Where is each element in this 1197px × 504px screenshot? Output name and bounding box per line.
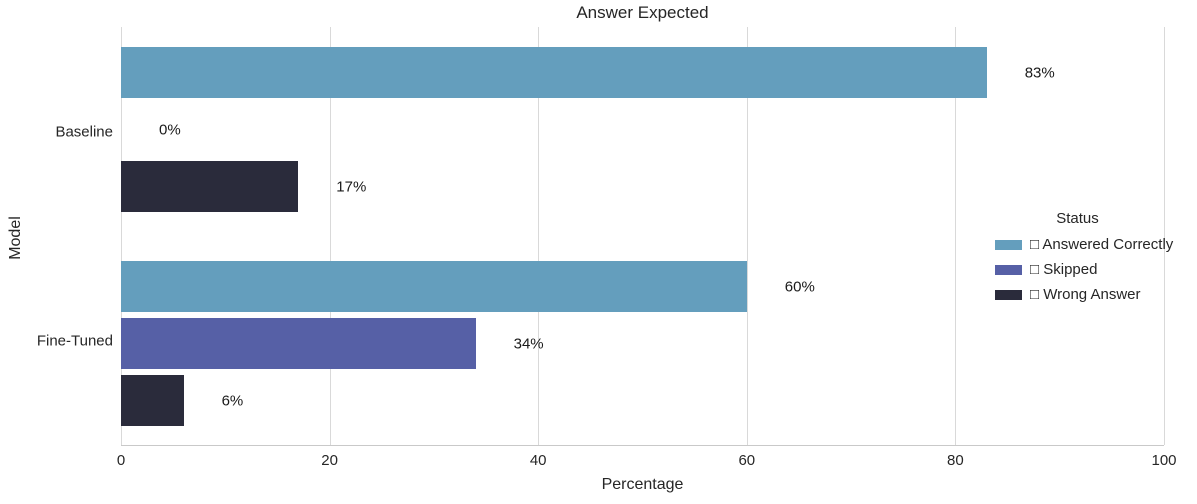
bar-baseline-wrong-answer [121,161,299,212]
bar-value-label-baseline-skipped: 0% [159,121,181,138]
x-tick-label-60: 60 [738,452,756,469]
y-tick-label-fine-tuned: Fine-Tuned [36,332,113,349]
gridline-x-100 [1164,27,1165,445]
gridline-x-80 [955,27,957,445]
x-tick-label-20: 20 [321,452,338,469]
legend-swatch-icon [995,239,1022,250]
plot-area: 83% 0% 17% 60% 34% 6% [121,27,1165,446]
x-axis-label: Percentage [601,476,684,493]
legend: Status □ Answered Correctly □ Skipped □ Wr… [995,209,1173,307]
legend-row-wrong-answer: □ Wrong Answer [995,282,1173,307]
gridline-x-0 [121,27,122,445]
bar-baseline-answered-correctly [121,47,987,98]
legend-swatch-icon [995,289,1022,300]
x-tick-label-0: 0 [116,452,126,469]
bar-fine-tuned-wrong-answer [121,375,184,426]
x-tick-label-40: 40 [529,452,547,469]
x-tick-label-80: 80 [947,452,964,469]
bar-value-label-fine-tuned-skipped: 34% [513,335,544,352]
legend-row-answered-correctly: □ Answered Correctly [995,232,1173,257]
legend-item-label: □ Wrong Answer [1030,286,1141,303]
gridline-x-40 [538,27,540,445]
bar-value-label-baseline-wrong-answer: 17% [336,178,367,195]
legend-swatch-icon [995,264,1022,275]
bar-value-label-fine-tuned-wrong-answer: 6% [221,392,244,409]
bar-value-label-fine-tuned-answered-correctly: 60% [784,278,815,295]
legend-item-label: □ Skipped [1030,261,1098,278]
gridline-x-60 [746,27,748,445]
legend-row-skipped: □ Skipped [995,257,1173,282]
bar-value-label-baseline-answered-correctly: 83% [1024,64,1055,81]
gridline-x-20 [329,27,331,445]
legend-title: Status [1056,210,1099,227]
y-axis-label: Model [7,216,24,260]
x-tick-label-100: 100 [1151,452,1177,469]
bar-fine-tuned-answered-correctly [121,261,747,312]
bar-fine-tuned-skipped [121,318,476,369]
legend-item-label: □ Answered Correctly [1030,236,1174,253]
chart-title: Answer Expected [576,3,709,22]
y-tick-label-baseline: Baseline [55,123,113,140]
